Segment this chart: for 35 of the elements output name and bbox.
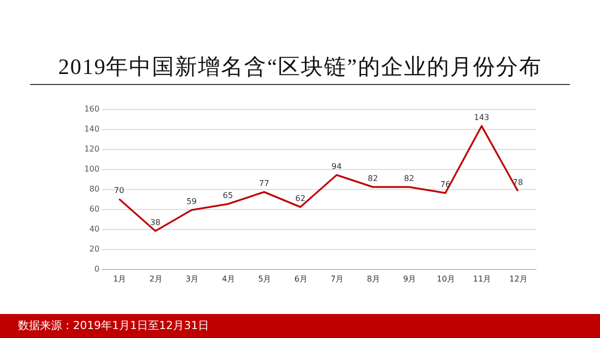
data-label: 78 bbox=[512, 178, 523, 187]
data-label: 59 bbox=[186, 197, 197, 206]
x-tick-label: 9月 bbox=[403, 274, 416, 284]
x-tick-label: 2月 bbox=[149, 274, 162, 284]
y-tick-label: 80 bbox=[89, 184, 100, 194]
data-label: 62 bbox=[295, 194, 306, 203]
x-tick-label: 6月 bbox=[294, 274, 308, 284]
x-tick-label: 11月 bbox=[473, 274, 492, 284]
y-tick-label: 20 bbox=[89, 244, 100, 254]
data-label: 65 bbox=[222, 191, 233, 200]
y-tick-label: 40 bbox=[89, 224, 100, 234]
x-tick-label: 10月 bbox=[436, 274, 455, 284]
x-tick-label: 7月 bbox=[330, 274, 344, 284]
data-label: 38 bbox=[150, 218, 160, 227]
data-label: 77 bbox=[259, 179, 270, 188]
y-tick-label: 140 bbox=[84, 124, 100, 134]
x-tick-label: 1月 bbox=[113, 274, 126, 284]
data-label: 76 bbox=[440, 180, 450, 189]
chart-title: 2019年中国新增名含“区块链”的企业的月份分布 bbox=[57, 53, 543, 81]
data-label: 70 bbox=[114, 186, 124, 195]
y-tick-label: 60 bbox=[89, 204, 100, 214]
data-label: 143 bbox=[474, 113, 490, 122]
y-tick-label: 100 bbox=[84, 164, 100, 174]
data-label: 94 bbox=[332, 162, 342, 171]
x-tick-label: 8月 bbox=[366, 274, 380, 284]
source-note: 数据来源：2019年1月1日至12月31日 bbox=[0, 314, 600, 338]
x-tick-label: 3月 bbox=[186, 274, 199, 284]
data-label: 82 bbox=[404, 174, 414, 183]
y-tick-label: 160 bbox=[84, 104, 100, 114]
data-label: 82 bbox=[368, 174, 378, 183]
x-tick-label: 4月 bbox=[222, 274, 235, 284]
y-tick-label: 0 bbox=[94, 264, 100, 274]
x-tick-label: 5月 bbox=[258, 274, 272, 284]
y-tick-label: 120 bbox=[84, 144, 100, 154]
x-tick-label: 12月 bbox=[509, 274, 528, 284]
